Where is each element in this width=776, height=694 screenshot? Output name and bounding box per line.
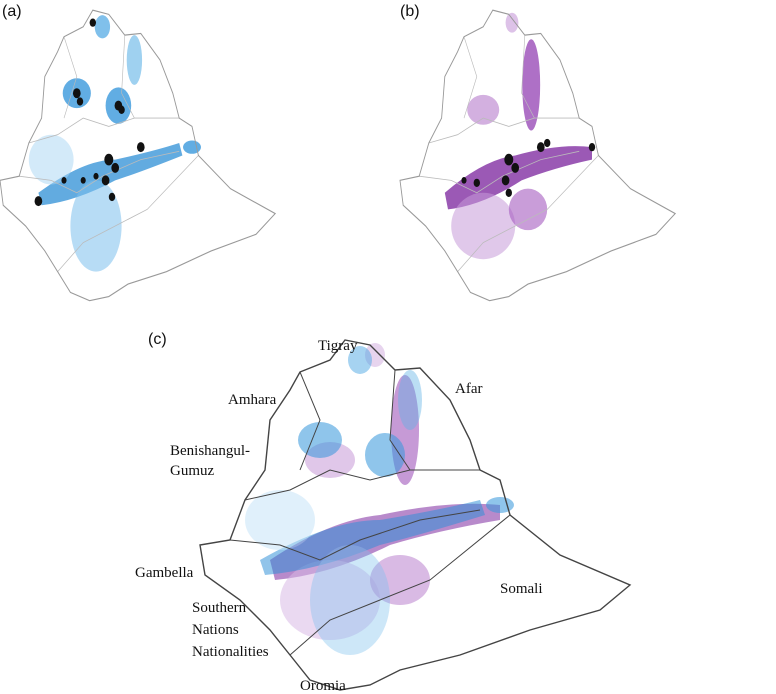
region-label: Oromia bbox=[300, 678, 346, 694]
region-label: Benishangul- bbox=[170, 443, 250, 459]
region-label: Gumuz bbox=[170, 463, 215, 479]
panel-label: (c) bbox=[148, 331, 167, 348]
map-a bbox=[0, 9, 276, 302]
region-label: Nationalities bbox=[192, 644, 269, 660]
region-label: Gambella bbox=[135, 565, 194, 581]
map-b bbox=[399, 9, 676, 302]
region-label: Southern bbox=[192, 600, 247, 616]
region-label: Somali bbox=[500, 581, 543, 597]
region-label: Nations bbox=[192, 622, 239, 638]
region-label: Amhara bbox=[228, 392, 277, 408]
panel-label: (b) bbox=[400, 3, 420, 20]
region-label: Tigray bbox=[318, 338, 358, 354]
region-label: Afar bbox=[455, 381, 482, 397]
panel-label: (a) bbox=[2, 3, 22, 20]
